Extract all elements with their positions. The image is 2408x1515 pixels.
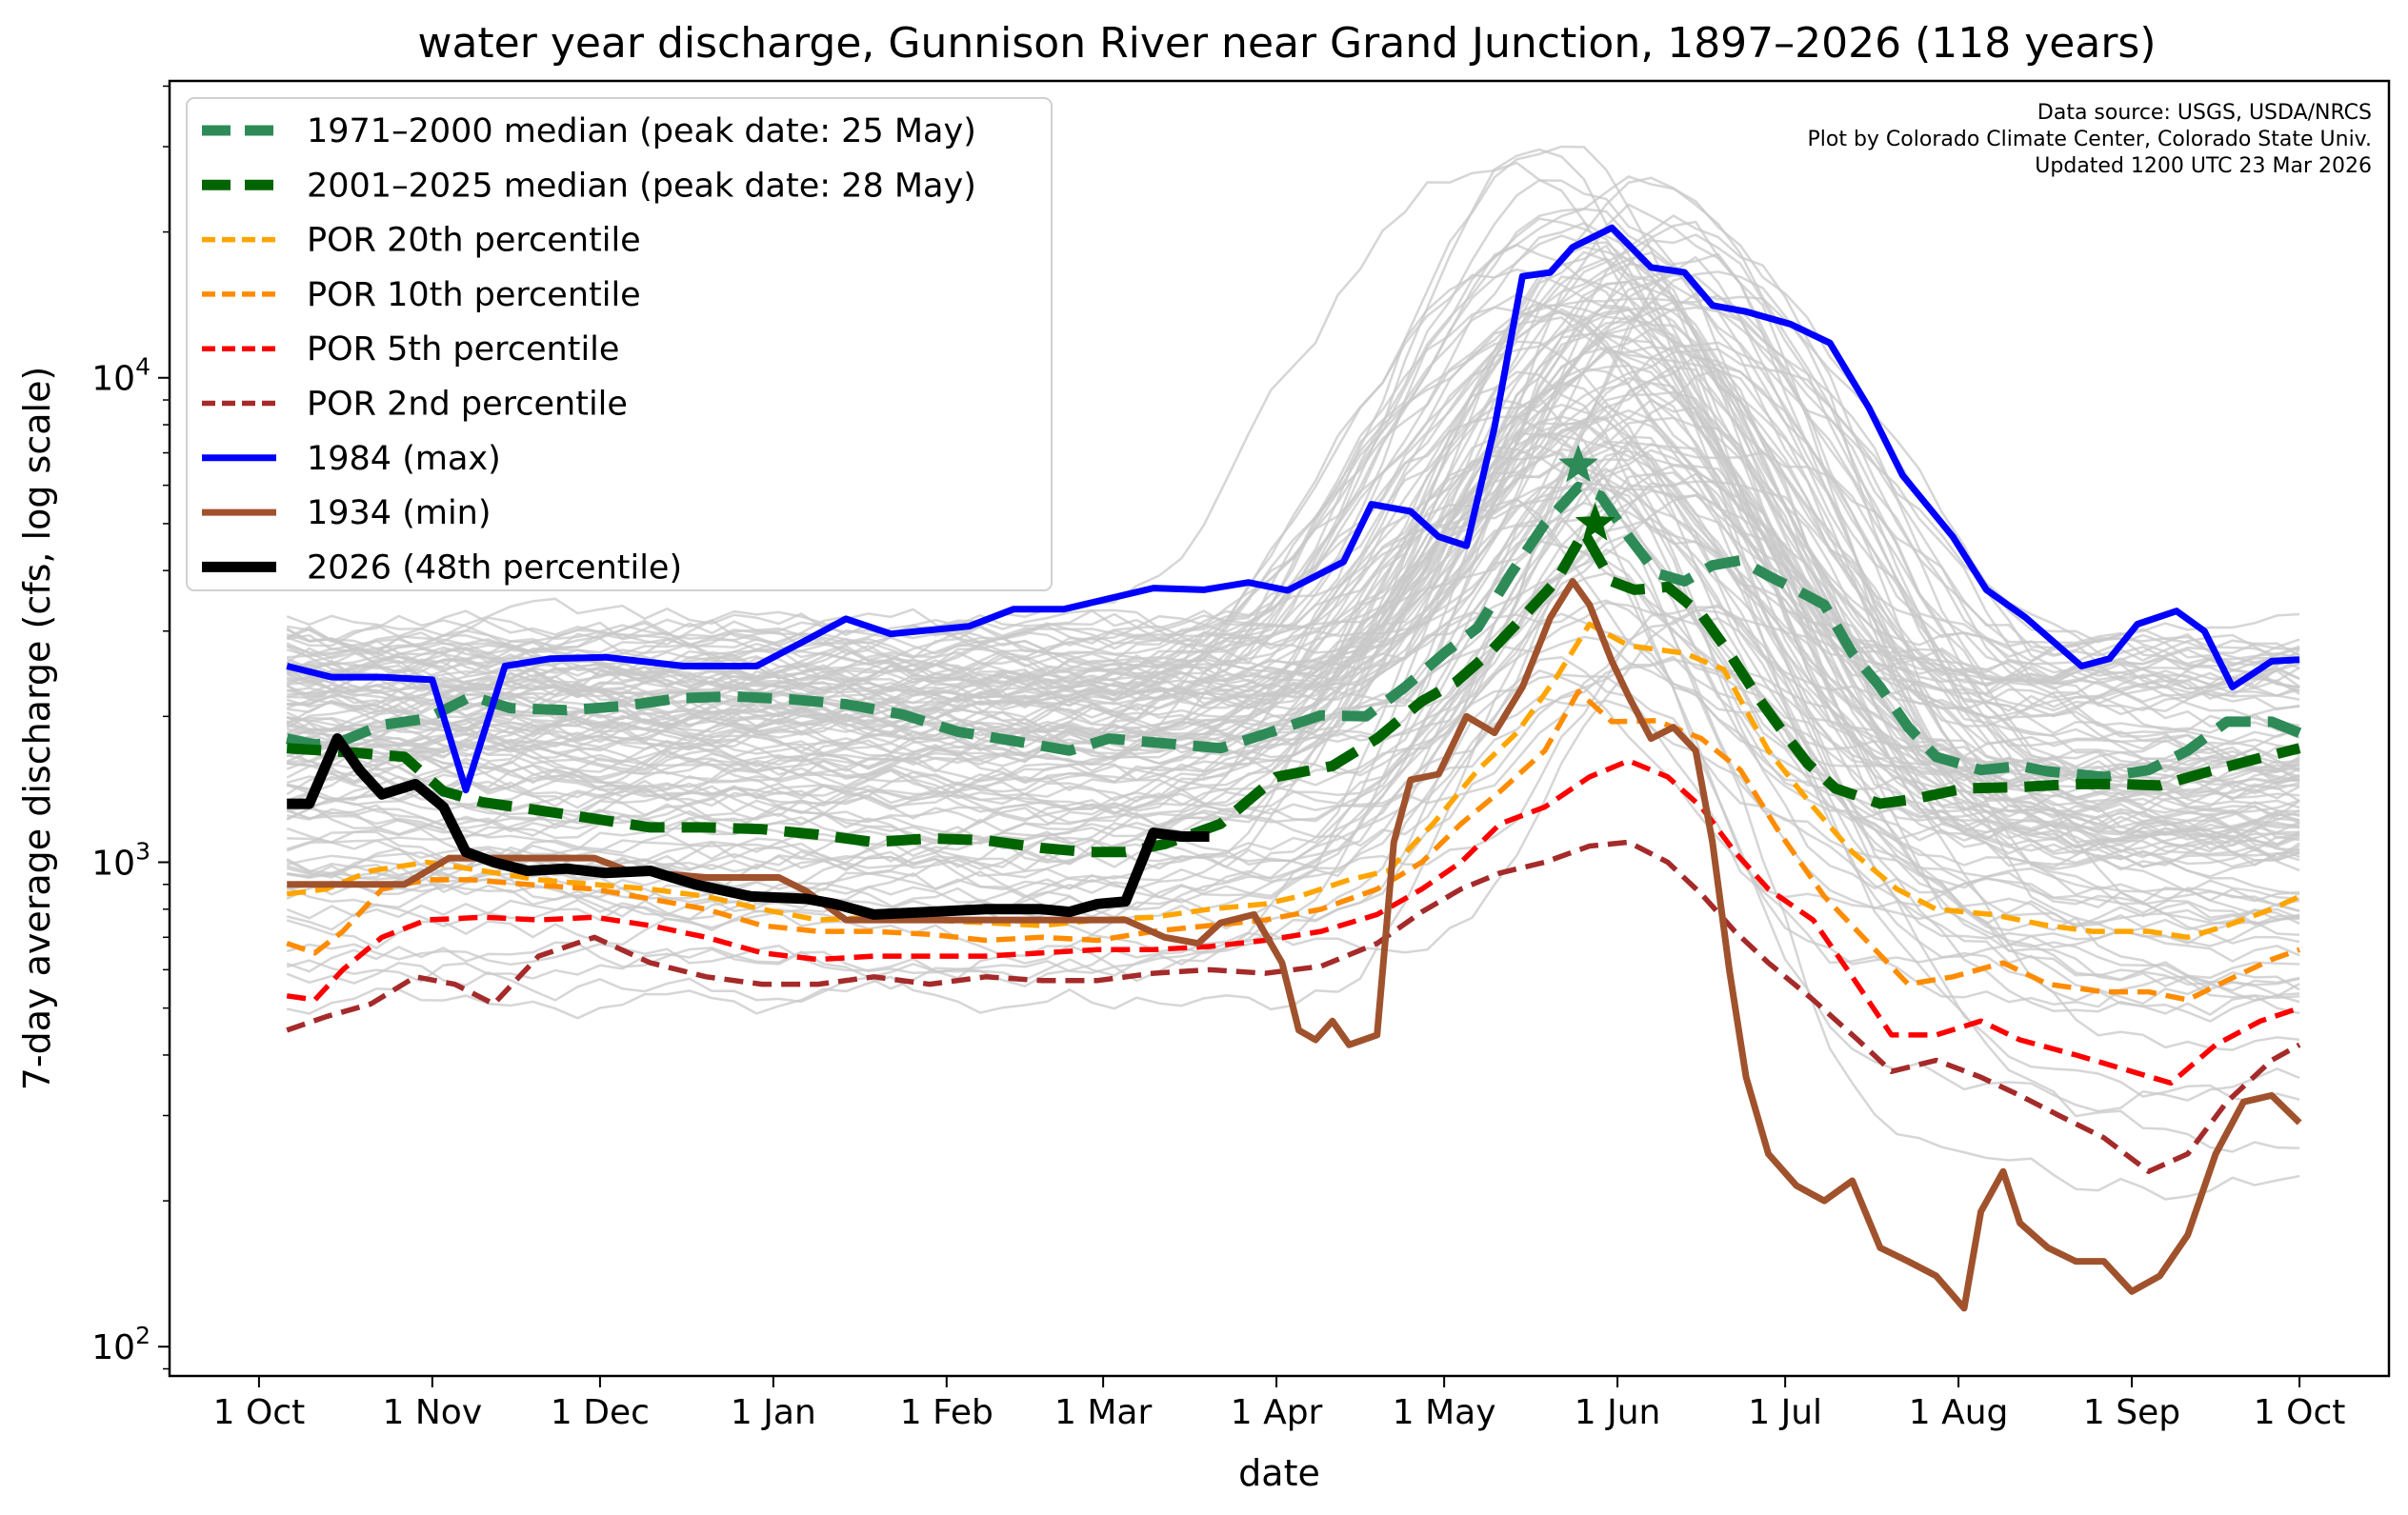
peak-star-marker-0 bbox=[1558, 444, 1598, 483]
series-group bbox=[286, 224, 2302, 1312]
credit-plot-by: Plot by Colorado Climate Center, Colorad… bbox=[1808, 128, 2373, 151]
x-tick-label: 1 Jul bbox=[1748, 1393, 1822, 1432]
legend-label-2: POR 20th percentile bbox=[307, 222, 641, 260]
background-year-line bbox=[287, 316, 2300, 871]
background-year-line bbox=[286, 467, 2300, 1104]
peak-markers-group bbox=[1558, 444, 1615, 541]
background-year-line bbox=[287, 446, 2300, 904]
credits: Data source: USGS, USDA/NRCS Plot by Col… bbox=[1808, 101, 2373, 178]
background-year-line bbox=[286, 658, 2300, 824]
x-tick-label: 1 Oct bbox=[2254, 1393, 2346, 1432]
legend-label-0: 1971–2000 median (peak date: 25 May) bbox=[307, 112, 976, 150]
background-year-line bbox=[287, 273, 2300, 859]
background-year-line bbox=[287, 606, 2300, 842]
series-line-6 bbox=[286, 224, 2300, 794]
series-line-1 bbox=[286, 527, 2301, 858]
background-year-line bbox=[286, 309, 2300, 829]
background-year-line bbox=[286, 176, 2300, 801]
x-tick-label: 1 Feb bbox=[900, 1393, 993, 1432]
y-tick-label: 102 bbox=[91, 1322, 150, 1367]
x-axis: 1 Oct 1 Nov 1 Dec 1 Jan 1 Feb 1 Mar 1 Apr 1 May… bbox=[213, 1376, 2346, 1432]
background-year-line bbox=[286, 695, 2300, 963]
x-axis-label: date bbox=[1238, 1452, 1320, 1494]
background-year-line bbox=[286, 610, 2300, 847]
legend: 1971–2000 median (peak date: 25 May) 2001… bbox=[186, 97, 1053, 591]
series-line-3 bbox=[286, 688, 2301, 1003]
y-axis: 102 103 104 bbox=[91, 85, 170, 1370]
x-tick-label: 1 Sep bbox=[2083, 1393, 2180, 1432]
background-years-group bbox=[286, 145, 2300, 1201]
peak-star-marker-1 bbox=[1575, 502, 1615, 541]
x-tick-label: 1 Aug bbox=[1909, 1393, 2009, 1432]
legend-box bbox=[186, 97, 1053, 591]
credit-data-source: Data source: USGS, USDA/NRCS bbox=[2037, 101, 2372, 125]
background-year-line bbox=[287, 179, 2300, 734]
series-line-4 bbox=[286, 758, 2300, 1086]
background-year-line bbox=[286, 604, 2300, 926]
background-year-line bbox=[286, 390, 2300, 1000]
background-year-line bbox=[286, 297, 2300, 689]
background-year-line bbox=[286, 308, 2300, 862]
background-year-line bbox=[287, 376, 2300, 844]
background-year-line bbox=[286, 421, 2300, 991]
background-year-line bbox=[287, 493, 2300, 830]
background-year-line bbox=[286, 255, 2300, 852]
x-tick-label: 1 Jan bbox=[731, 1393, 816, 1432]
x-tick-label: 1 Nov bbox=[383, 1393, 483, 1432]
background-year-line bbox=[286, 292, 2300, 783]
credit-updated: Updated 1200 UTC 23 Mar 2026 bbox=[2035, 154, 2372, 178]
background-year-line bbox=[286, 668, 2300, 945]
legend-label-4: POR 5th percentile bbox=[307, 330, 619, 369]
background-year-line bbox=[286, 217, 2300, 692]
background-year-line bbox=[286, 444, 2300, 1113]
background-year-line bbox=[286, 300, 2300, 722]
background-year-line bbox=[286, 467, 2300, 859]
x-tick-label: 1 Oct bbox=[213, 1393, 306, 1432]
background-year-line bbox=[286, 496, 2300, 845]
x-tick-label: 1 May bbox=[1393, 1393, 1496, 1432]
series-line-0 bbox=[286, 482, 2302, 783]
x-tick-label: 1 Apr bbox=[1231, 1393, 1323, 1432]
plot-frame bbox=[168, 79, 2391, 1378]
x-tick-label: 1 Dec bbox=[551, 1393, 650, 1432]
background-year-line bbox=[286, 302, 2300, 855]
background-year-line bbox=[286, 415, 2300, 916]
legend-label-3: POR 10th percentile bbox=[307, 276, 641, 314]
legend-label-1: 2001–2025 median (peak date: 28 May) bbox=[307, 167, 976, 205]
legend-label-7: 1934 (min) bbox=[307, 494, 492, 532]
series-line-8 bbox=[287, 733, 1210, 920]
legend-label-5: POR 2nd percentile bbox=[307, 386, 628, 424]
background-year-line bbox=[286, 571, 2300, 878]
y-tick-label: 103 bbox=[91, 837, 150, 883]
y-axis-label: 7-day average discharge (cfs, log scale) bbox=[16, 367, 58, 1091]
y-tick-label: 104 bbox=[91, 353, 150, 399]
series-line-5 bbox=[286, 839, 2301, 1174]
legend-label-6: 1984 (max) bbox=[307, 440, 501, 478]
background-year-line bbox=[286, 608, 2300, 1016]
x-tick-label: 1 Jun bbox=[1575, 1393, 1661, 1432]
x-tick-label: 1 Mar bbox=[1054, 1393, 1152, 1432]
legend-label-8: 2026 (48th percentile) bbox=[307, 548, 682, 587]
background-year-line bbox=[286, 673, 2300, 907]
chart-title: water year discharge, Gunnison River nea… bbox=[417, 19, 2156, 68]
series-line-7 bbox=[287, 578, 2302, 1312]
